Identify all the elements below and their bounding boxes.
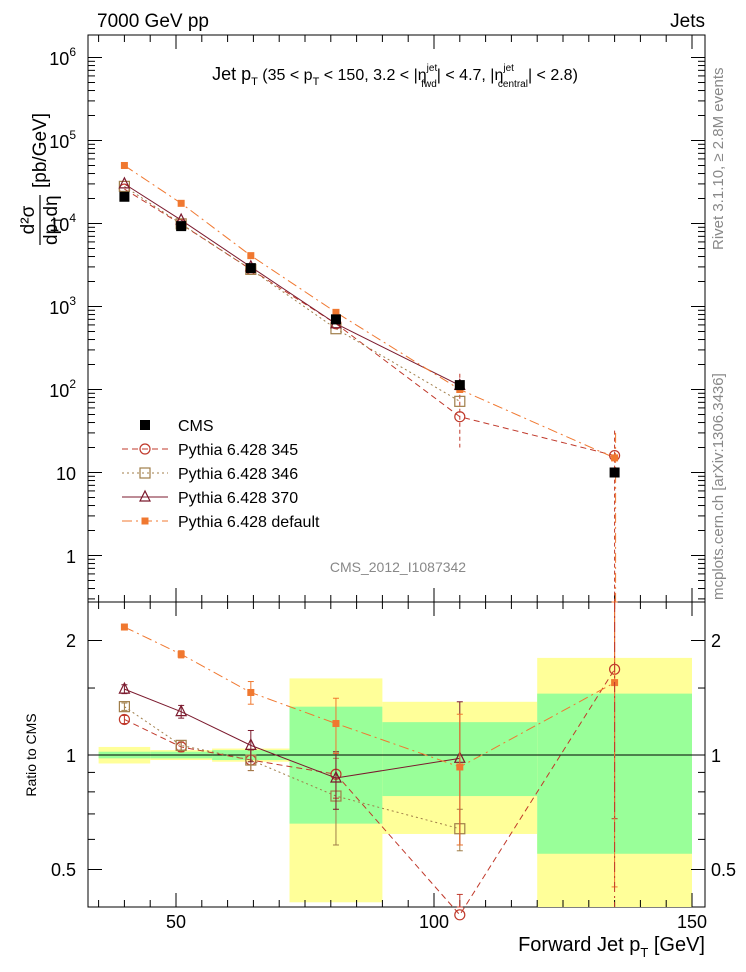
legend-marker-2 <box>139 467 151 479</box>
rivet-label: Rivet 3.1.10, ≥ 2.8M events <box>710 68 727 251</box>
ratio-point-2-3 <box>329 770 342 783</box>
main-ytick-6: 106 <box>49 45 76 69</box>
cms-point-3 <box>330 314 341 325</box>
cms-point-1 <box>176 221 187 232</box>
ylabel-den-a: dp <box>41 224 62 245</box>
ratio-ytick-left-1: 1 <box>66 746 76 766</box>
main-series <box>118 161 621 602</box>
ratio-y-ticklabels: 0.5 1 2 0.5 1 2 <box>51 631 736 880</box>
ratio-point-1-1 <box>175 739 187 751</box>
x-axis-label: Forward Jet pT [GeV] <box>518 934 705 960</box>
header-left: 7000 GeV pp <box>97 11 209 32</box>
legend-label-2: Pythia 6.428 346 <box>178 466 298 483</box>
legend-label-3: Pythia 6.428 370 <box>178 490 298 507</box>
ratio-ytick-left-2: 2 <box>66 631 76 651</box>
ratio-point-3-2 <box>247 688 255 696</box>
main-ytick-1: 10 <box>56 464 76 484</box>
main-ylabel: d²σ dpTdη [pb/GeV] <box>18 113 65 245</box>
ratio-point-2-2 <box>244 738 257 750</box>
cms-point-4 <box>454 380 465 391</box>
ratio-point-3-1 <box>177 650 185 658</box>
ratio-series <box>118 601 621 921</box>
ratio-bands <box>88 657 705 907</box>
svg-text:dpTdη: dpTdη <box>41 195 65 245</box>
main-ytick-3: 103 <box>49 294 76 318</box>
ratio-point-2-0 <box>118 681 131 694</box>
ratio-line-3 <box>124 626 615 768</box>
ratio-point-0-0 <box>118 713 131 726</box>
axis-ticks <box>88 35 705 907</box>
ratio-point-0-4 <box>454 909 466 921</box>
legend-marker-1 <box>139 443 151 455</box>
ylabel-den-b: dη <box>41 195 62 216</box>
mcplots-label: mcplots.cern.ch [arXiv:1306.3436] <box>710 373 727 600</box>
xtick-100: 100 <box>419 912 449 932</box>
main-ytick-2: 102 <box>49 377 76 401</box>
main-line-0 <box>124 188 615 457</box>
main-point-3-1 <box>177 199 185 207</box>
legend-label-4: Pythia 6.428 default <box>178 514 320 531</box>
main-point-1-4 <box>454 395 466 407</box>
main-point-2-0 <box>118 176 131 189</box>
main-point-3-0 <box>120 161 128 169</box>
ratio-point-3-0 <box>120 623 128 631</box>
main-line-2 <box>124 183 461 386</box>
ratio-ytick-right-0: 0.5 <box>711 860 736 880</box>
ratio-point-3-3 <box>332 720 340 728</box>
main-line-3 <box>124 165 615 459</box>
ratio-ytick-right-2: 2 <box>711 631 721 651</box>
legend-label-1: Pythia 6.428 345 <box>178 442 298 459</box>
header-right: Jets <box>670 11 705 32</box>
main-ytick-0: 1 <box>66 547 76 567</box>
legend-marker-3 <box>139 489 151 502</box>
ratio-ylabel: Ratio to CMS <box>23 713 39 796</box>
main-title: Jet pT (35 < pT < 150, 3.2 < |ηjet fwd| <… <box>212 63 578 90</box>
main-point-1-0 <box>118 180 131 192</box>
main-point-3-3 <box>332 308 340 316</box>
x-ticklabels: 50 100 150 <box>166 912 707 932</box>
xtick-150: 150 <box>677 912 707 932</box>
xtick-50: 50 <box>166 912 186 932</box>
legend: CMS Pythia 6.428 345 Pythia 6.428 346 Pythi… <box>122 418 320 531</box>
ratio-point-2-1 <box>175 704 188 717</box>
ratio-ytick-right-1: 1 <box>711 746 721 766</box>
cms-point-5 <box>609 467 620 478</box>
main-ytick-5: 105 <box>49 128 76 152</box>
ratio-ytick-left-0: 0.5 <box>51 860 76 880</box>
legend-label-0: CMS <box>178 418 214 435</box>
analysis-id: CMS_2012_I1087342 <box>330 559 466 575</box>
main-point-3-5 <box>611 454 619 462</box>
ylabel-numerator: d²σ <box>18 205 39 234</box>
main-point-0-4 <box>454 411 466 423</box>
legend-marker-0 <box>140 420 150 430</box>
ratio-point-1-0 <box>118 701 131 713</box>
legend-marker-4 <box>141 517 149 525</box>
ylabel-unit: [pb/GeV] <box>30 113 51 188</box>
ylabel-den-sub: T <box>51 216 65 224</box>
cms-point-2 <box>245 263 256 274</box>
ratio-line-1 <box>124 706 460 830</box>
cms-point-0 <box>119 191 130 202</box>
main-y-ticklabels: 1 10 102 103 104 105 106 <box>49 45 76 567</box>
ratio-point-3-4 <box>456 763 464 771</box>
ratio-line-0 <box>124 669 616 916</box>
main-ytick-4: 104 <box>49 211 76 235</box>
main-point-3-2 <box>247 252 255 260</box>
